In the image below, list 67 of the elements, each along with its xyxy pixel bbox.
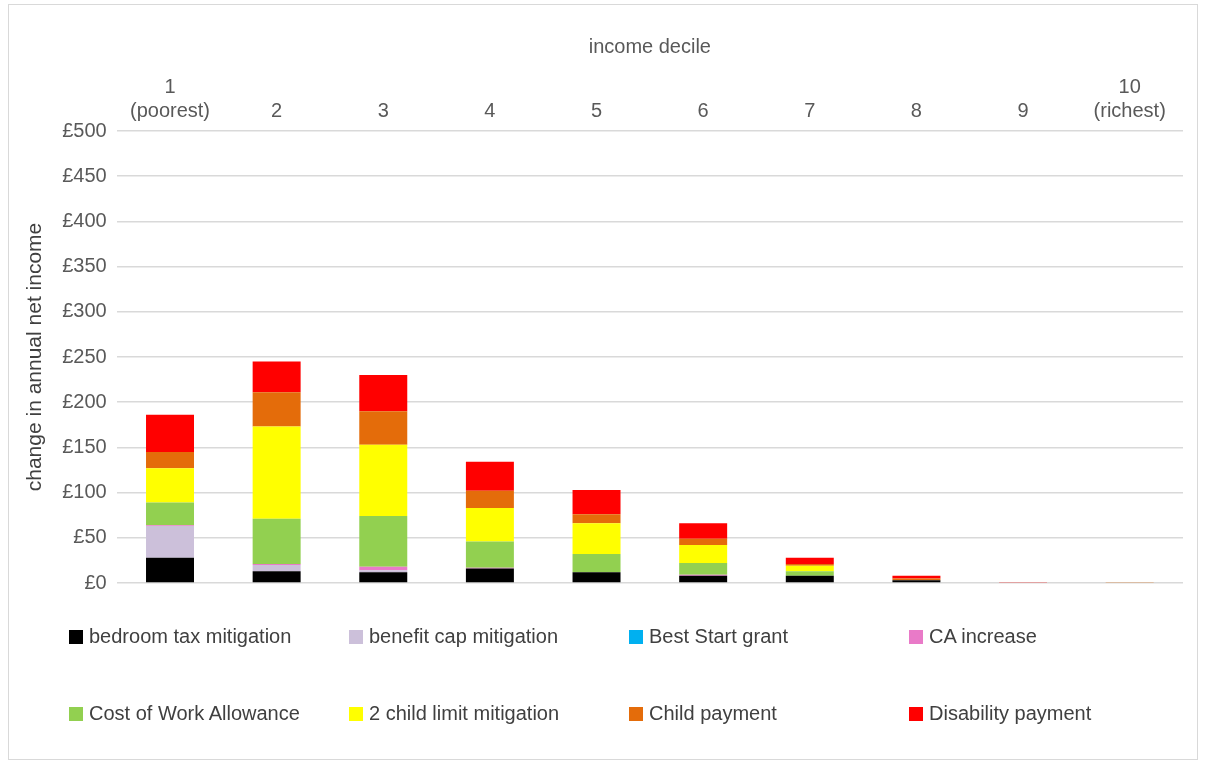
x-tick-label: 5	[590, 98, 603, 121]
bar	[679, 563, 728, 575]
x-tick-label: 9	[1017, 98, 1029, 121]
bar	[572, 523, 621, 555]
bar	[679, 575, 728, 583]
legend-label: Child payment	[649, 702, 777, 725]
bar	[785, 571, 834, 576]
bar	[252, 361, 301, 393]
x-tick-label: 4	[484, 98, 496, 121]
x-tick-label: 6	[697, 98, 709, 121]
y-tick-label: £0	[84, 570, 107, 593]
y-tick-label: £100	[62, 480, 107, 503]
x-tick-label: 8	[910, 98, 922, 121]
y-tick-label: £50	[73, 525, 107, 548]
bar	[359, 411, 408, 445]
bar	[465, 541, 514, 568]
bar	[785, 575, 834, 583]
y-tick-label: £150	[62, 434, 107, 457]
legend-label: CA increase	[929, 625, 1037, 648]
y-tick-label: £200	[62, 389, 107, 412]
bar	[359, 444, 408, 517]
legend-label: Cost of Work Allowance	[89, 702, 300, 725]
bar	[252, 518, 301, 565]
y-tick-label: £400	[62, 208, 107, 231]
x-tick-label: 7	[804, 98, 816, 121]
legend-label: Best Start grant	[649, 625, 788, 648]
bar	[465, 507, 514, 542]
bar	[146, 468, 194, 503]
x-tick-label: 1 (poorest)	[129, 74, 211, 121]
bar	[572, 489, 621, 515]
bar	[679, 523, 728, 539]
legend-label: bedroom tax mitigation	[89, 625, 292, 648]
bar	[679, 545, 728, 564]
x-axis-title: income decile	[588, 34, 711, 57]
bar	[785, 557, 834, 565]
bar	[679, 538, 728, 546]
y-tick-label: £250	[62, 344, 107, 367]
bar	[465, 568, 514, 583]
bar	[252, 392, 301, 427]
x-tick-label: 10 (richest)	[1093, 74, 1166, 121]
legend-label: 2 child limit mitigation	[369, 702, 560, 725]
y-tick-label: £350	[62, 254, 107, 277]
bar	[252, 571, 301, 583]
bar	[572, 514, 621, 524]
legend-label: Disability payment	[929, 702, 1092, 725]
y-tick-label: £500	[62, 118, 107, 141]
y-tick-label: £450	[62, 163, 107, 186]
bar	[785, 565, 834, 572]
bar	[359, 516, 408, 567]
bar	[146, 502, 194, 526]
bar	[465, 490, 514, 508]
bar	[146, 451, 194, 469]
bar	[146, 557, 194, 583]
legend-label: benefit cap mitigation	[369, 625, 559, 648]
x-tick-label: 2	[271, 98, 283, 121]
bar	[572, 554, 621, 573]
bar	[359, 375, 408, 412]
y-axis-title: change in annual net income	[22, 222, 46, 492]
bar	[146, 414, 194, 452]
bar	[252, 426, 301, 519]
bar	[252, 564, 301, 572]
bar	[572, 572, 621, 583]
x-tick-label: 3	[377, 98, 389, 121]
y-tick-label: £300	[62, 299, 107, 322]
bar	[359, 572, 408, 583]
bar	[146, 526, 194, 558]
bar	[465, 461, 514, 491]
